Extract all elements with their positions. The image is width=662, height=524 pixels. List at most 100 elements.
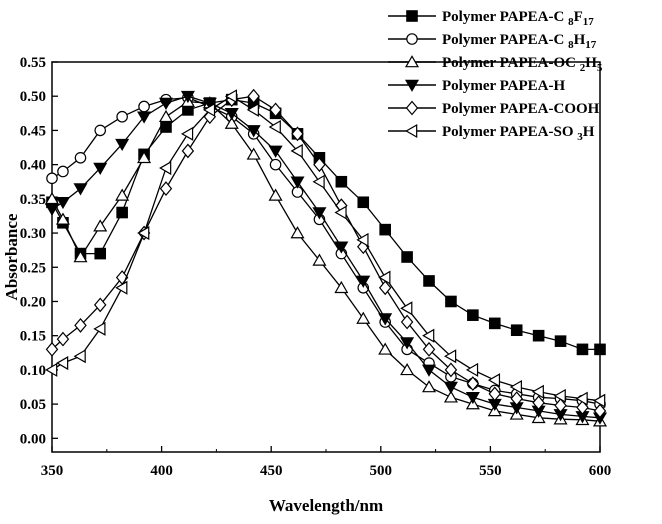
series-line xyxy=(51,95,601,412)
data-point xyxy=(159,161,172,176)
data-point xyxy=(334,205,347,220)
data-point xyxy=(576,400,589,415)
data-point xyxy=(423,275,435,287)
data-point xyxy=(356,232,369,247)
data-point xyxy=(444,349,457,364)
data-point xyxy=(593,393,606,408)
data-point xyxy=(93,321,106,336)
data-point xyxy=(44,191,60,205)
data-point xyxy=(224,89,238,104)
data-point xyxy=(115,188,130,201)
legend-marker xyxy=(405,123,418,139)
data-point xyxy=(400,314,414,330)
legend-label-part: F xyxy=(574,9,583,25)
data-point xyxy=(73,349,86,364)
data-point xyxy=(202,97,217,110)
x-tick-label: 450 xyxy=(260,463,283,479)
data-point xyxy=(93,162,108,175)
data-point xyxy=(444,362,458,378)
x-tick-label: 550 xyxy=(479,463,502,479)
data-point xyxy=(531,384,544,399)
data-point xyxy=(290,176,305,189)
data-point xyxy=(379,223,391,236)
data-point xyxy=(335,175,348,188)
y-tick-label: 0.05 xyxy=(20,397,46,413)
series-layer xyxy=(44,88,608,427)
legend-label: Polymer PAPEA-OC 2H5 xyxy=(442,55,603,74)
x-tick-label: 500 xyxy=(370,463,393,479)
data-point xyxy=(593,403,607,419)
data-point xyxy=(137,150,152,164)
data-point xyxy=(73,250,88,263)
data-point xyxy=(180,126,194,141)
data-point xyxy=(334,280,349,294)
data-point xyxy=(532,329,545,342)
legend-label-part: 5 xyxy=(597,62,603,74)
data-point xyxy=(400,337,415,350)
data-point xyxy=(487,373,501,388)
legend-label-part: 8 xyxy=(568,16,574,28)
legend-item: Polymer PAPEA-OC 2H5 xyxy=(388,55,603,74)
data-point xyxy=(400,362,415,376)
legend-label-part: Polymer PAPEA-C xyxy=(442,32,568,48)
data-point xyxy=(137,226,150,241)
legend-label-part: Polymer PAPEA-OC xyxy=(442,55,580,71)
legend-label: Polymer PAPEA-C 8H17 xyxy=(442,32,597,51)
data-point xyxy=(509,379,522,395)
data-point xyxy=(465,391,480,405)
data-point xyxy=(313,157,326,173)
legend-marker xyxy=(406,33,418,45)
legend-marker xyxy=(406,10,418,22)
data-point xyxy=(268,119,281,135)
legend-marker xyxy=(404,55,420,68)
legend-label-part: Polymer PAPEA-COOH xyxy=(442,101,600,117)
data-point xyxy=(467,309,479,321)
data-point xyxy=(291,126,304,142)
data-point xyxy=(401,251,413,263)
data-point xyxy=(400,301,413,316)
data-point xyxy=(55,196,70,210)
data-point xyxy=(55,212,70,225)
data-point xyxy=(269,158,282,171)
data-point xyxy=(246,125,261,138)
y-tick-label: 0.45 xyxy=(20,123,46,139)
data-point xyxy=(224,108,239,121)
data-point xyxy=(443,390,458,403)
data-point xyxy=(181,143,195,159)
data-point xyxy=(422,341,436,357)
data-point xyxy=(45,341,59,357)
data-point xyxy=(159,181,173,197)
legend-label-part: H xyxy=(583,124,595,140)
legend-item: Polymer PAPEA-C 8H17 xyxy=(388,32,597,51)
legend-label: Polymer PAPEA-COOH xyxy=(442,101,600,117)
data-point xyxy=(575,391,588,406)
data-point xyxy=(268,145,283,158)
legend-item: Polymer PAPEA-C 8F17 xyxy=(388,9,594,28)
data-point xyxy=(488,386,502,402)
y-tick-label: 0.15 xyxy=(20,329,46,345)
data-point xyxy=(56,356,69,371)
data-point xyxy=(116,110,128,123)
y-tick-label: 0.50 xyxy=(20,89,46,105)
legend-label-part: 3 xyxy=(577,131,583,143)
legend-marker xyxy=(405,100,419,116)
data-point xyxy=(312,174,325,189)
data-point xyxy=(138,100,150,113)
data-point xyxy=(246,102,259,117)
data-point xyxy=(268,188,283,201)
data-point xyxy=(74,317,87,333)
legend-marker xyxy=(404,79,420,92)
series-line xyxy=(51,96,601,405)
data-point xyxy=(57,165,69,178)
legend-label-part: 17 xyxy=(585,39,597,51)
data-point xyxy=(312,253,327,266)
data-point xyxy=(422,328,435,343)
legend-item: Polymer PAPEA-H xyxy=(388,78,565,94)
data-point xyxy=(576,343,589,356)
data-point xyxy=(247,88,260,104)
data-point xyxy=(224,116,239,129)
data-point xyxy=(334,241,349,254)
data-point xyxy=(422,380,437,393)
legend-label: Polymer PAPEA-C 8F17 xyxy=(442,9,594,28)
